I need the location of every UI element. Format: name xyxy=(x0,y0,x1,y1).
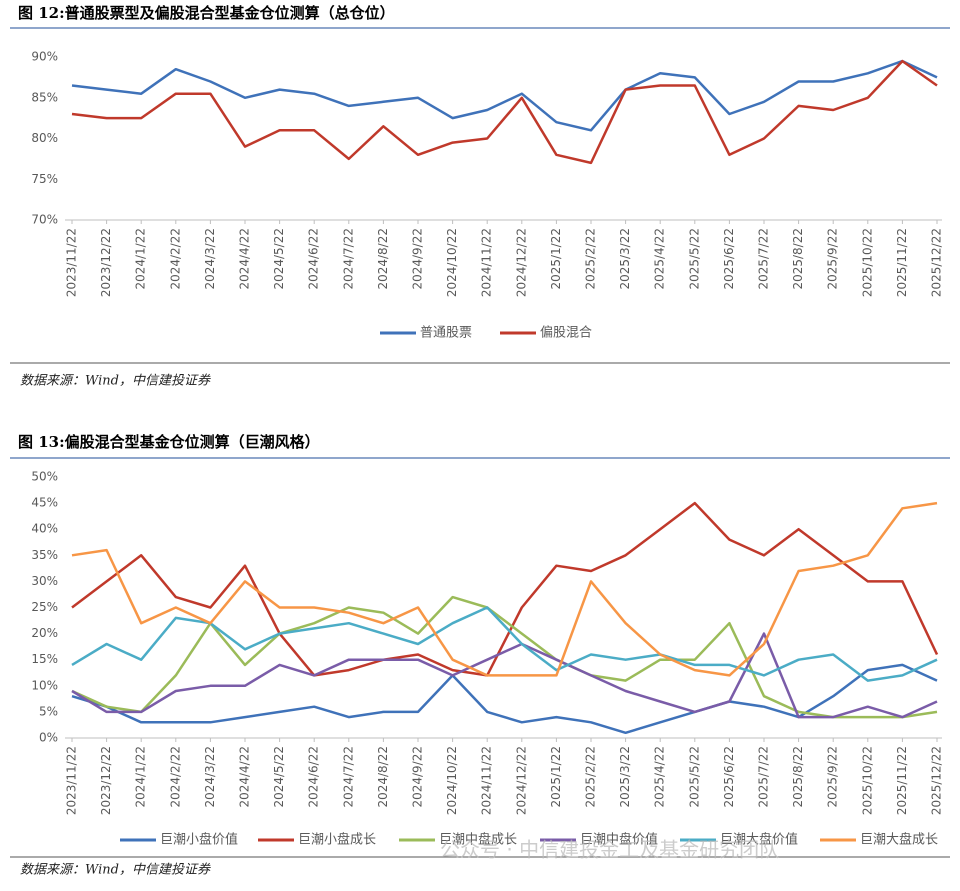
x-tick-label: 2023/11/22 xyxy=(65,746,79,815)
x-tick-label: 2025/2/22 xyxy=(584,228,598,290)
y-tick-label: 30% xyxy=(31,574,58,588)
legend-label: 巨潮大盘价值 xyxy=(720,832,798,848)
series-line xyxy=(71,606,938,682)
x-tick-label: 2025/4/22 xyxy=(653,746,667,808)
x-tick-label: 2024/12/22 xyxy=(514,746,528,815)
x-tick-label: 2025/11/22 xyxy=(895,228,909,297)
x-tick-label: 2024/3/22 xyxy=(203,228,217,290)
x-tick-label: 2025/4/22 xyxy=(653,228,667,290)
x-tick-label: 2025/9/22 xyxy=(826,746,840,808)
x-tick-label: 2025/8/22 xyxy=(791,228,805,290)
legend-label: 巨潮小盘价值 xyxy=(160,832,238,848)
y-tick-label: 35% xyxy=(31,548,58,562)
x-tick-label: 2024/6/22 xyxy=(307,228,321,290)
x-tick-label: 2024/11/22 xyxy=(480,228,494,297)
watermark: 公众号 · 中信建投金工及基金研究团队 xyxy=(440,838,779,862)
x-tick-label: 2025/7/22 xyxy=(757,228,771,290)
x-tick-label: 2025/8/22 xyxy=(791,746,805,808)
x-tick-label: 2025/1/22 xyxy=(549,746,563,808)
legend-label: 偏股混合 xyxy=(540,326,592,341)
x-tick-label: 2024/6/22 xyxy=(307,746,321,808)
x-tick-label: 2025/10/22 xyxy=(860,228,874,297)
x-tick-label: 2025/12/22 xyxy=(930,228,944,297)
x-tick-label: 2024/2/22 xyxy=(168,746,182,808)
x-tick-label: 2023/12/22 xyxy=(99,746,113,815)
x-tick-label: 2025/9/22 xyxy=(826,228,840,290)
x-tick-label: 2024/4/22 xyxy=(238,228,252,290)
legend-label: 巨潮大盘成长 xyxy=(860,832,938,848)
x-tick-label: 2024/3/22 xyxy=(203,746,217,808)
x-tick-label: 2025/1/22 xyxy=(549,228,563,290)
x-tick-label: 2025/3/22 xyxy=(618,228,632,290)
x-tick-label: 2024/2/22 xyxy=(168,228,182,290)
x-tick-label: 2025/11/22 xyxy=(895,746,909,815)
series-line xyxy=(71,632,938,719)
x-tick-label: 2025/3/22 xyxy=(618,746,632,808)
y-tick-label: 70% xyxy=(31,213,58,227)
y-tick-label: 5% xyxy=(39,704,58,718)
legend-label: 普通股票 xyxy=(420,326,472,341)
x-tick-label: 2024/7/22 xyxy=(341,746,355,808)
y-tick-label: 50% xyxy=(31,470,58,484)
y-tick-label: 25% xyxy=(31,600,58,614)
y-tick-label: 0% xyxy=(39,731,58,745)
y-tick-label: 90% xyxy=(31,50,58,64)
x-tick-label: 2025/5/22 xyxy=(687,746,701,808)
y-tick-label: 15% xyxy=(31,652,58,666)
series-line xyxy=(71,595,938,719)
x-tick-label: 2023/12/22 xyxy=(99,228,113,297)
x-tick-label: 2024/5/22 xyxy=(272,228,286,290)
x-tick-label: 2024/9/22 xyxy=(411,746,425,808)
x-tick-label: 2025/12/22 xyxy=(930,746,944,815)
x-tick-label: 2024/8/22 xyxy=(376,746,390,808)
x-tick-label: 2023/11/22 xyxy=(65,228,79,297)
x-tick-label: 2025/7/22 xyxy=(757,746,771,808)
y-tick-label: 45% xyxy=(31,496,58,510)
legend-label: 巨潮中盘成长 xyxy=(439,832,517,848)
x-tick-label: 2025/5/22 xyxy=(687,228,701,290)
x-tick-label: 2025/6/22 xyxy=(722,228,736,290)
x-tick-label: 2024/7/22 xyxy=(341,228,355,290)
legend-label: 巨潮中盘价值 xyxy=(580,832,658,848)
series-line xyxy=(71,663,938,735)
y-tick-label: 20% xyxy=(31,626,58,640)
source-note: 数据来源：Wind，中信建投证券 xyxy=(20,863,211,878)
x-tick-label: 2024/5/22 xyxy=(272,746,286,808)
x-tick-label: 2025/10/22 xyxy=(860,746,874,815)
x-tick-label: 2024/4/22 xyxy=(238,746,252,808)
source-note: 数据来源：Wind，中信建投证券 xyxy=(20,374,211,389)
x-tick-label: 2024/1/22 xyxy=(134,746,148,808)
legend-label: 巨潮小盘成长 xyxy=(298,832,376,848)
x-tick-label: 2024/8/22 xyxy=(376,228,390,290)
series-line xyxy=(71,59,938,165)
series-line xyxy=(71,59,938,132)
y-tick-label: 40% xyxy=(31,522,58,536)
x-tick-label: 2025/2/22 xyxy=(584,746,598,808)
chart-title: 图 12:普通股票型及偏股混合型基金仓位测算（总仓位） xyxy=(18,4,395,22)
x-tick-label: 2024/9/22 xyxy=(411,228,425,290)
y-tick-label: 75% xyxy=(31,172,58,186)
series-line xyxy=(71,501,939,677)
y-tick-label: 10% xyxy=(31,678,58,692)
y-tick-label: 80% xyxy=(31,131,58,145)
chart-title: 图 13:偏股混合型基金仓位测算（巨潮风格） xyxy=(18,433,320,451)
x-tick-label: 2025/6/22 xyxy=(722,746,736,808)
series-line xyxy=(71,501,938,677)
x-tick-label: 2024/10/22 xyxy=(445,228,459,297)
x-tick-label: 2024/10/22 xyxy=(445,746,459,815)
y-tick-label: 85% xyxy=(31,90,58,104)
x-tick-label: 2024/11/22 xyxy=(480,746,494,815)
x-tick-label: 2024/12/22 xyxy=(514,228,528,297)
x-tick-label: 2024/1/22 xyxy=(134,228,148,290)
